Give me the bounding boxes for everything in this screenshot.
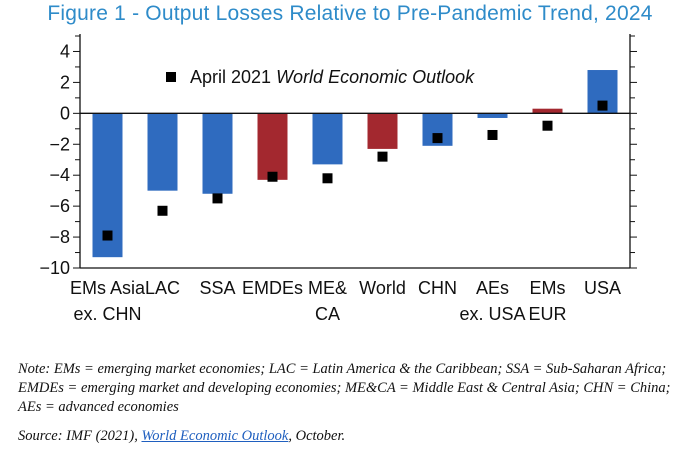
marker-8 — [542, 120, 553, 131]
chart-note: Note: EMs = emerging market economies; L… — [18, 361, 671, 415]
chart-source: Source: IMF (2021), World Economic Outlo… — [18, 428, 690, 445]
x-tick-label: SSA — [199, 278, 235, 298]
y-tick-label: −10 — [39, 258, 70, 278]
marker-3 — [267, 171, 278, 182]
marker-0 — [102, 230, 113, 241]
legend-label-plain: April 2021 — [190, 67, 276, 87]
legend-marker — [166, 72, 176, 82]
bar-1 — [147, 113, 178, 191]
y-tick-label: −6 — [49, 196, 70, 216]
y-tick-label: 0 — [60, 103, 70, 123]
chart-title: Figure 1 - Output Losses Relative to Pre… — [47, 2, 653, 25]
marker-9 — [597, 100, 608, 111]
x-tick-label: LAC — [145, 278, 180, 298]
x-tick-label: CHN — [418, 278, 457, 298]
x-tick-label: ex. USA — [459, 304, 525, 324]
y-tick-label: −2 — [49, 134, 70, 154]
x-tick-label: EMs — [530, 278, 566, 298]
bar-5 — [367, 113, 398, 149]
x-tick-label: USA — [584, 278, 621, 298]
source-suffix: , October. — [288, 428, 346, 444]
bar-8 — [532, 108, 563, 114]
x-tick-label: ex. CHN — [73, 304, 141, 324]
source-prefix: Source: IMF (2021), — [18, 428, 142, 444]
marker-4 — [322, 173, 333, 184]
marker-7 — [487, 129, 498, 140]
x-tick-label: EMDEs — [242, 278, 303, 298]
bar-3 — [257, 113, 288, 180]
source-link[interactable]: World Economic Outlook — [141, 428, 289, 444]
x-tick-label: CA — [315, 304, 340, 324]
x-tick-label: World — [359, 278, 406, 298]
x-tick-label: EUR — [528, 304, 566, 324]
marker-6 — [432, 133, 443, 144]
marker-2 — [212, 193, 223, 204]
y-tick-label: −4 — [49, 165, 70, 185]
y-tick-label: −8 — [49, 227, 70, 247]
marker-5 — [377, 151, 388, 162]
legend-label-italic: World Economic Outlook — [276, 67, 475, 87]
x-tick-label: EMs Asia — [70, 278, 146, 298]
x-tick-label: AEs — [476, 278, 509, 298]
bar-2 — [202, 113, 233, 194]
bar-4 — [312, 113, 343, 165]
marker-1 — [157, 205, 168, 216]
y-tick-label: 2 — [60, 72, 70, 92]
legend-label: April 2021 World Economic Outlook — [190, 67, 475, 87]
x-tick-label: ME& — [308, 278, 347, 298]
y-tick-label: 4 — [60, 41, 70, 61]
bar-7 — [477, 113, 508, 118]
